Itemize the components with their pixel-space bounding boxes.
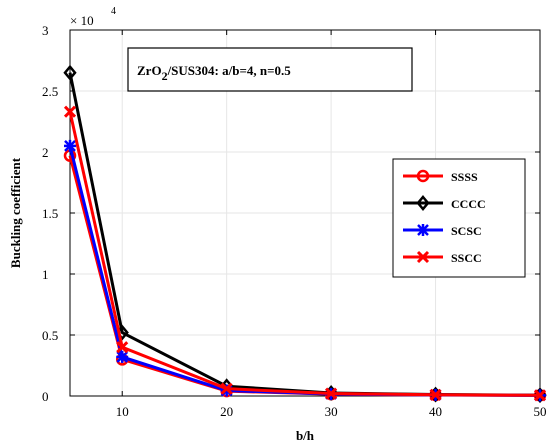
legend-label: SCSC xyxy=(451,224,482,238)
legend-item-ssss: SSSS xyxy=(403,169,478,184)
y-axis-title: Buckling coefficient xyxy=(8,157,23,268)
svg-text:ZrO2/SUS304: a/b=4, n=0.5: ZrO2/SUS304: a/b=4, n=0.5 xyxy=(137,63,291,83)
x-tick-label: 30 xyxy=(325,404,338,419)
data-point xyxy=(116,341,129,354)
data-point xyxy=(416,195,430,211)
annotation-subscript: 2 xyxy=(162,69,168,83)
data-point xyxy=(220,382,233,395)
x-tick-label: 50 xyxy=(534,404,547,419)
legend-item-cccc: CCCC xyxy=(403,195,486,211)
legend-label: CCCC xyxy=(451,197,486,211)
data-point xyxy=(63,105,77,118)
annotation-suffix: /SUS304: a/b=4, n=0.5 xyxy=(167,63,292,78)
x-tick-label: 10 xyxy=(116,404,129,419)
y-tick-label: 0.5 xyxy=(42,328,58,343)
y-tick-label: 1 xyxy=(42,267,49,282)
data-point xyxy=(533,389,547,402)
x-axis-title: b/h xyxy=(296,428,315,443)
x-tick-label: 20 xyxy=(220,404,233,419)
series-layer xyxy=(63,64,547,404)
y-tick-label: 3 xyxy=(42,23,49,38)
axis-ticks: 10 20 30 40 50 0 0.5 1 1.5 2 2.5 3 xyxy=(42,23,547,419)
y-multiplier: × 10 xyxy=(70,13,94,28)
data-point xyxy=(429,388,442,401)
y-tick-label: 1.5 xyxy=(42,206,58,221)
data-point xyxy=(417,224,429,236)
y-tick-label: 0 xyxy=(42,389,49,404)
annotation-prefix: ZrO xyxy=(137,63,162,78)
data-point xyxy=(325,387,338,400)
data-point xyxy=(416,169,430,183)
legend-label: SSSS xyxy=(451,170,478,184)
series-sscc xyxy=(63,105,547,402)
y-tick-label: 2 xyxy=(42,145,49,160)
legend-item-sscc: SSCC xyxy=(403,250,482,265)
y-multiplier-exponent: 4 xyxy=(111,6,116,17)
data-point xyxy=(416,250,430,264)
series-line xyxy=(68,111,541,397)
x-tick-label: 40 xyxy=(429,404,442,419)
legend: SSSS CCCC SCSC SSCC xyxy=(392,158,526,278)
y-tick-label: 2.5 xyxy=(42,84,58,99)
data-point xyxy=(64,139,76,152)
legend-label: SSCC xyxy=(451,251,482,265)
annotation-box: ZrO2/SUS304: a/b=4, n=0.5 xyxy=(127,47,413,92)
legend-item-scsc: SCSC xyxy=(403,224,482,238)
data-point xyxy=(116,350,129,363)
data-point xyxy=(63,64,77,81)
